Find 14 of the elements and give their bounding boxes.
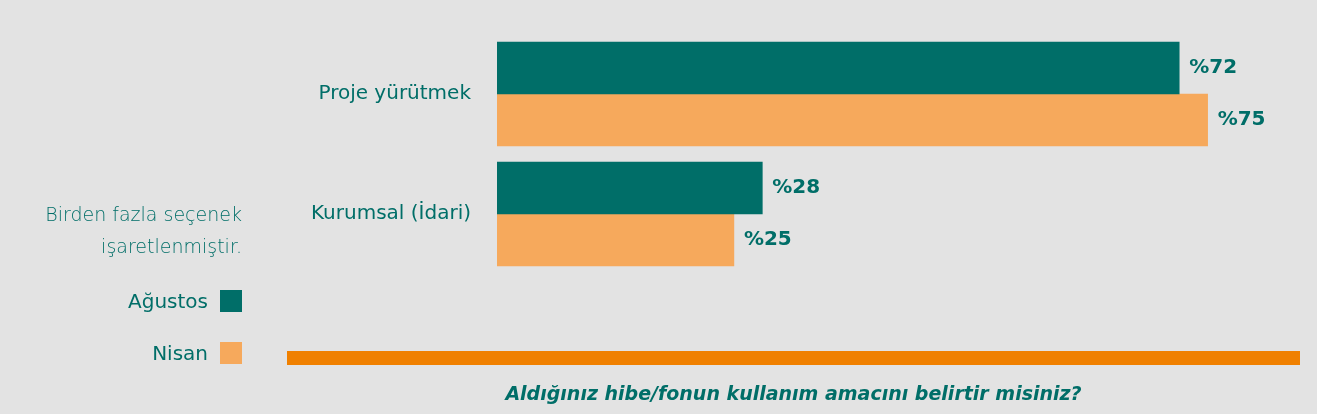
y-tick-label: Proje yürütmek (318, 80, 472, 105)
bar (497, 41, 1180, 95)
data-label: %28 (772, 174, 821, 199)
legend-label: Nisan (152, 341, 208, 365)
bar (497, 213, 735, 267)
data-label: %72 (1189, 54, 1238, 79)
data-label: %25 (743, 226, 792, 251)
bar (497, 161, 763, 215)
bar (497, 93, 1208, 147)
text: Birden fazla seçenek işaretlenmiştir. (44, 202, 242, 259)
text: Aldığınız hibe/fonun kullanım amacını belirtir misiniz? (503, 382, 1083, 404)
data-label: %75 (1217, 106, 1266, 131)
y-tick-label: Kurumsal (İdari) (311, 200, 471, 225)
legend-label: Ağustos (128, 289, 208, 313)
